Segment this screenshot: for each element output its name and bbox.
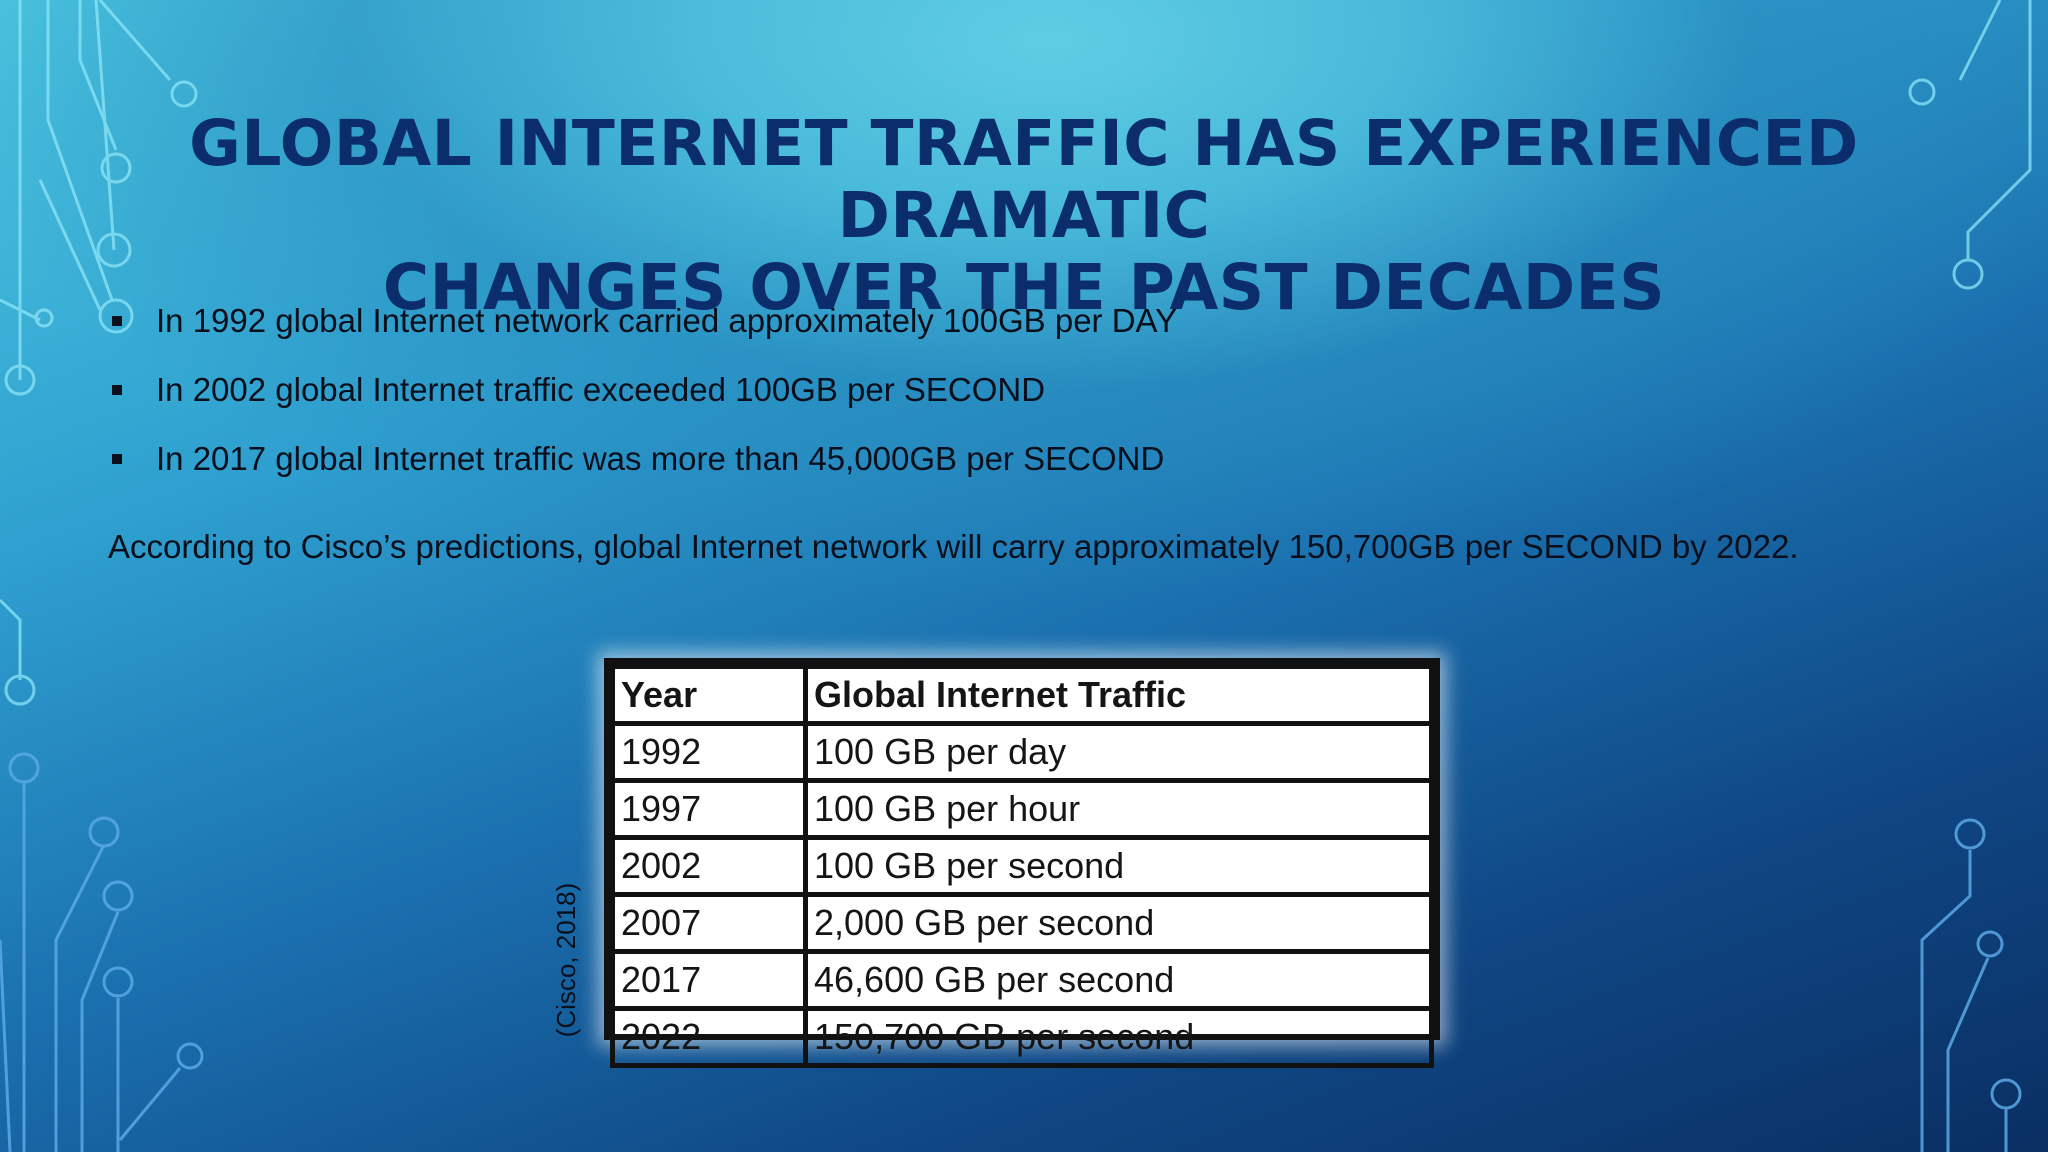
table-row: 1992 100 GB per day [610,721,1434,783]
bullet-text: In 1992 global Internet network carried … [156,302,1178,339]
citation: (Cisco, 2018) [551,882,581,1038]
bullet-text: In 2017 global Internet traffic was more… [156,440,1165,477]
table-row: 2022 150,700 GB per second [610,1006,1434,1068]
title-line-2: CHANGES OVER THE PAST DECADES [382,251,1666,324]
slide-title: GLOBAL INTERNET TRAFFIC HAS EXPERIENCED … [80,108,1968,324]
cell-traffic: 100 GB per hour [803,778,1434,840]
traffic-table-container: Year Global Internet Traffic 1992 100 GB… [604,658,1440,1068]
bullet-list: In 1992 global Internet network carried … [108,296,1177,503]
cell-year: 2022 [610,1006,808,1068]
bullet-item: In 1992 global Internet network carried … [108,296,1177,365]
cell-traffic: 150,700 GB per second [803,1006,1434,1068]
cell-year: 2017 [610,949,808,1011]
cell-year: 1997 [610,778,808,840]
bullet-item: In 2017 global Internet traffic was more… [108,434,1177,503]
table-row: 1997 100 GB per hour [610,778,1434,840]
header-year: Year [610,664,808,726]
cell-year: 2007 [610,892,808,954]
bullet-item: In 2002 global Internet traffic exceeded… [108,365,1177,434]
table-row: 2002 100 GB per second [610,835,1434,897]
bullet-square-icon [112,316,122,326]
bullet-square-icon [112,385,122,395]
cell-traffic: 100 GB per day [803,721,1434,783]
traffic-table: Year Global Internet Traffic 1992 100 GB… [610,664,1434,1068]
bullet-text: In 2002 global Internet traffic exceeded… [156,371,1046,408]
cell-year: 1992 [610,721,808,783]
cell-year: 2002 [610,835,808,897]
title-line-1: GLOBAL INTERNET TRAFFIC HAS EXPERIENCED … [189,107,1859,252]
cell-traffic: 100 GB per second [803,835,1434,897]
prediction-paragraph: According to Cisco’s predictions, global… [108,528,1799,565]
header-traffic: Global Internet Traffic [803,664,1434,726]
cell-traffic: 46,600 GB per second [803,949,1434,1011]
table-row: 2007 2,000 GB per second [610,892,1434,954]
cell-traffic: 2,000 GB per second [803,892,1434,954]
table-header-row: Year Global Internet Traffic [610,664,1434,726]
bullet-square-icon [112,454,122,464]
table-row: 2017 46,600 GB per second [610,949,1434,1011]
